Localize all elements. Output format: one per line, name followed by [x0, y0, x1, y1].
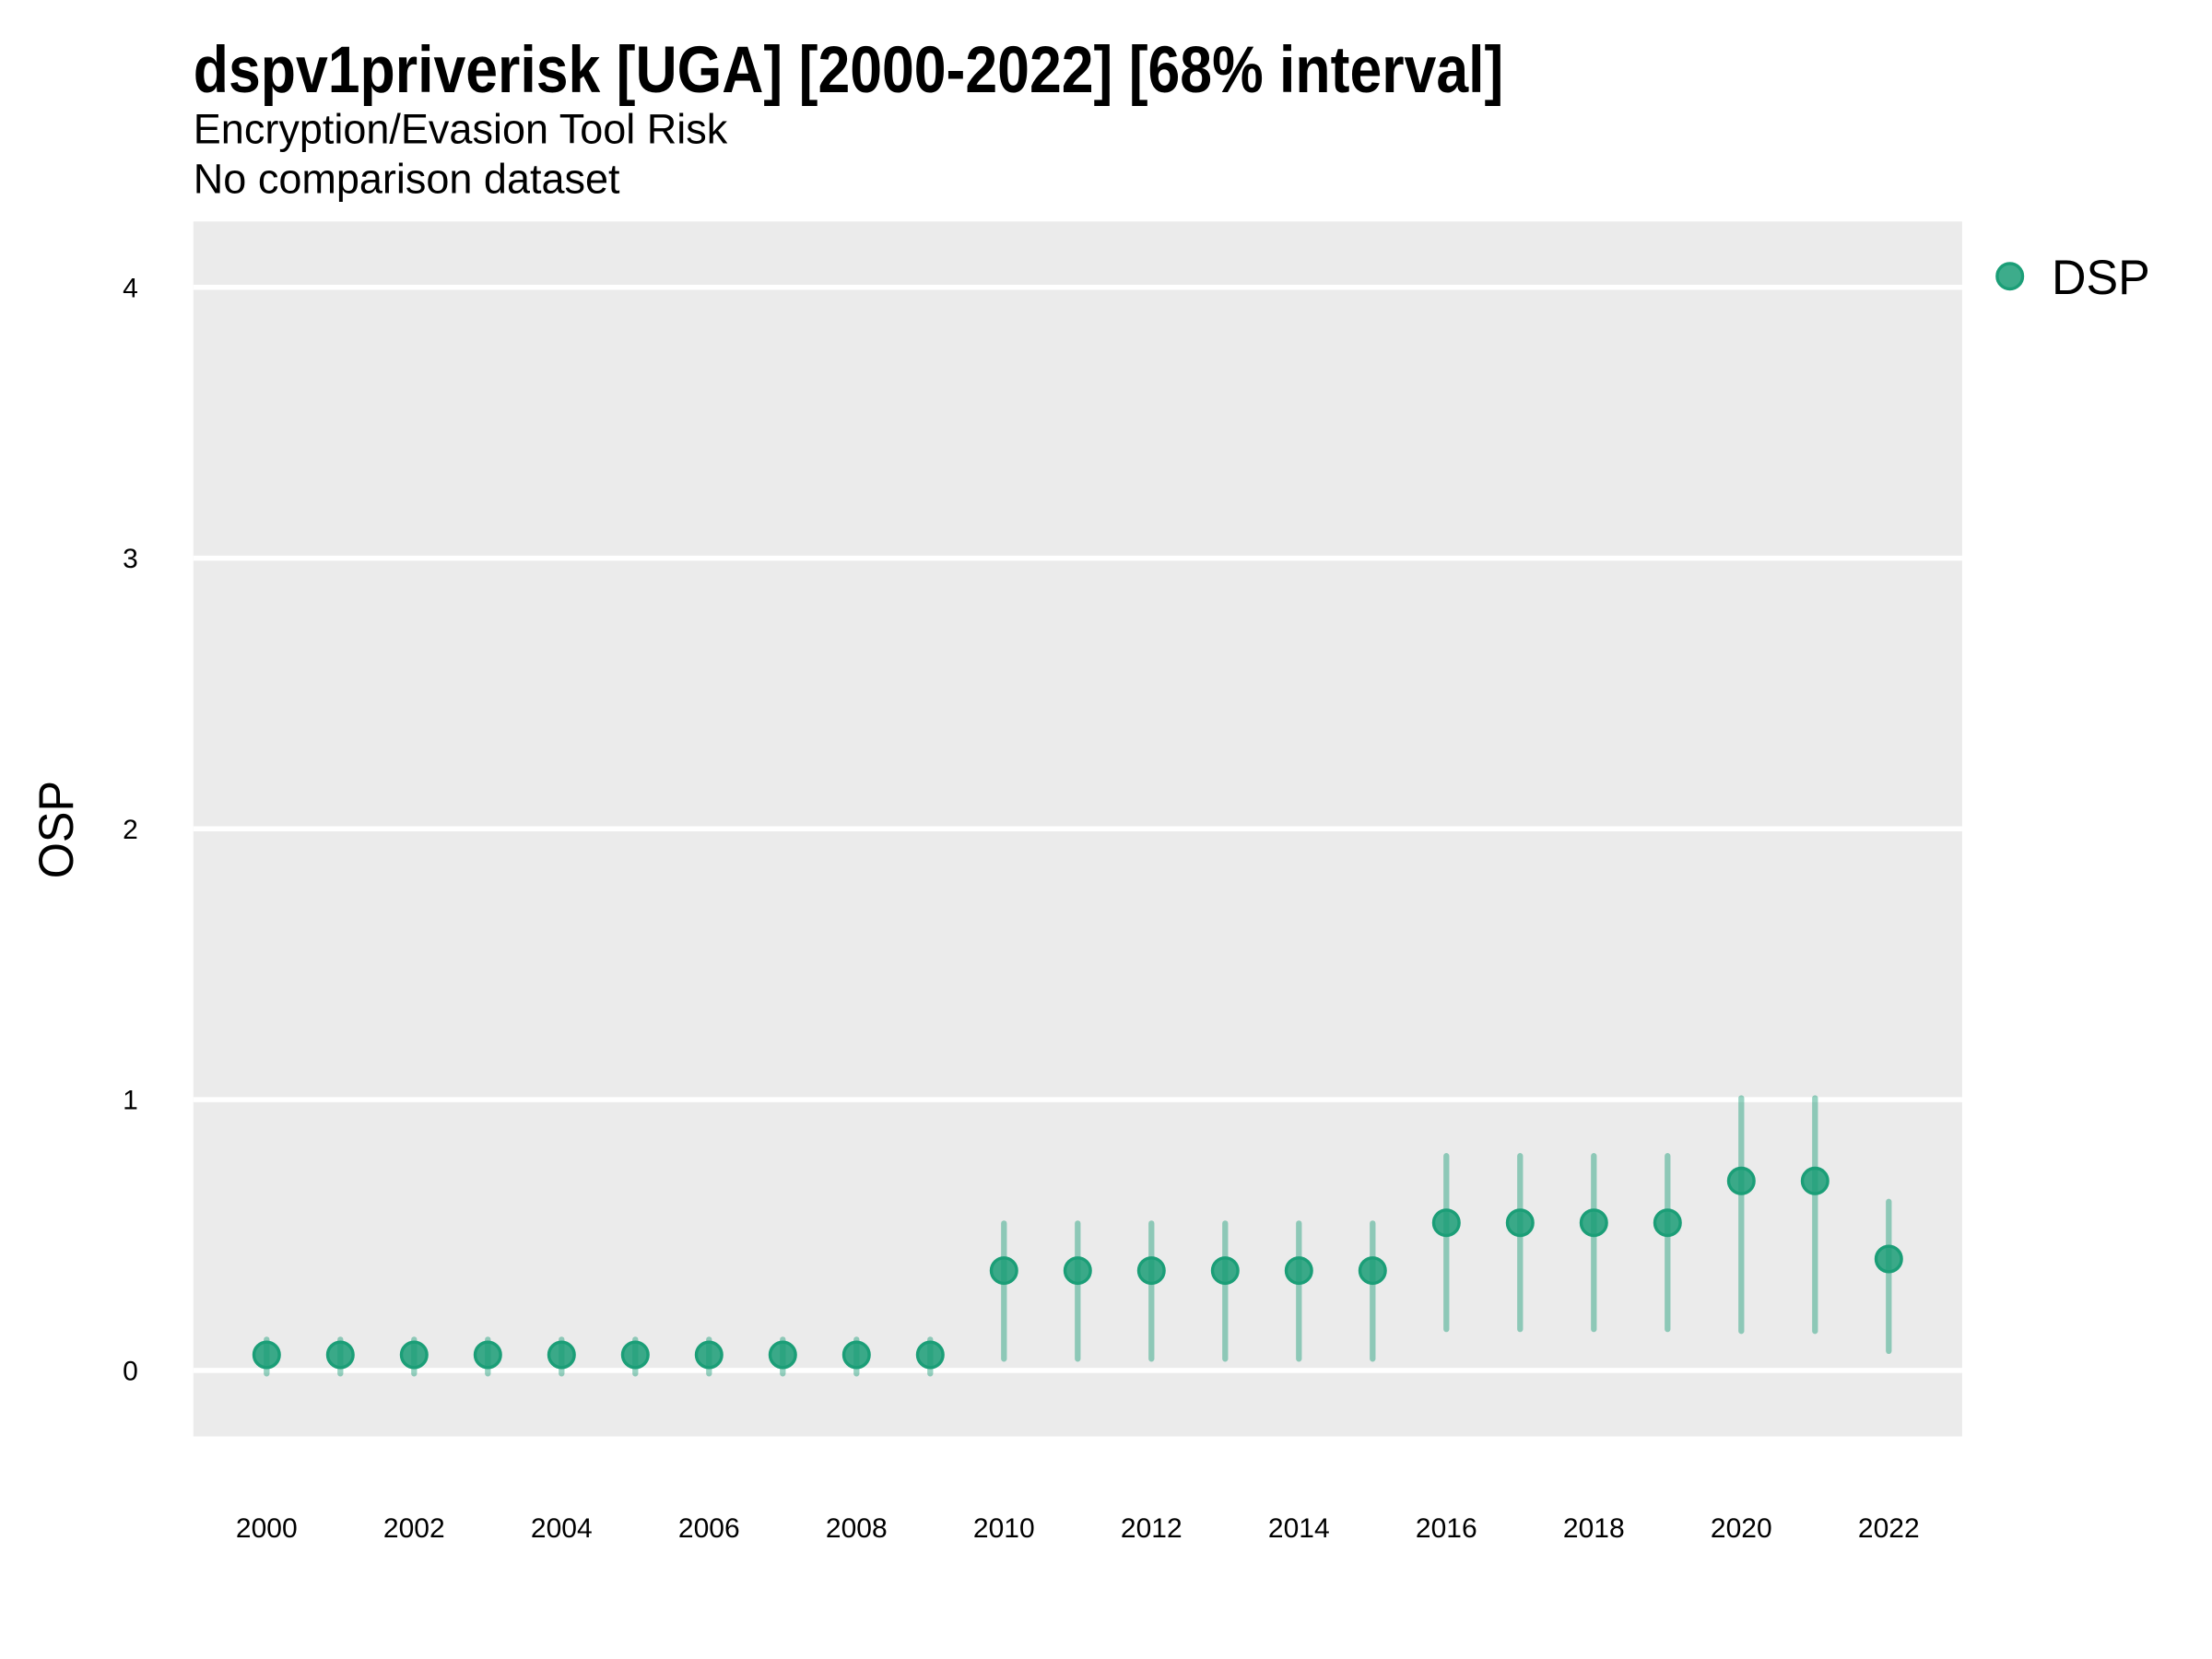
svg-text:2012: 2012: [1121, 1513, 1182, 1544]
svg-text:2014: 2014: [1268, 1513, 1330, 1544]
svg-text:2010: 2010: [973, 1513, 1035, 1544]
svg-text:2002: 2002: [383, 1513, 445, 1544]
svg-text:OSP: OSP: [29, 781, 83, 878]
svg-text:2: 2: [123, 815, 138, 845]
svg-text:3: 3: [123, 544, 138, 574]
svg-text:2018: 2018: [1563, 1513, 1625, 1544]
svg-text:1: 1: [123, 1086, 138, 1116]
svg-text:DSP: DSP: [2052, 251, 2150, 305]
svg-text:Encryption/Evasion Tool Risk: Encryption/Evasion Tool Risk: [194, 105, 728, 152]
svg-text:dspv1priverisk [UGA] [2000-202: dspv1priverisk [UGA] [2000-2022] [68% in…: [194, 33, 1504, 107]
svg-text:2000: 2000: [236, 1513, 298, 1544]
svg-text:4: 4: [123, 273, 138, 303]
svg-text:2022: 2022: [1858, 1513, 1920, 1544]
svg-text:No comparison dataset: No comparison dataset: [194, 156, 620, 203]
svg-text:0: 0: [123, 1357, 138, 1387]
svg-text:2004: 2004: [531, 1513, 593, 1544]
svg-text:2020: 2020: [1711, 1513, 1772, 1544]
svg-text:2006: 2006: [678, 1513, 740, 1544]
svg-text:2008: 2008: [826, 1513, 888, 1544]
svg-text:2016: 2016: [1416, 1513, 1477, 1544]
